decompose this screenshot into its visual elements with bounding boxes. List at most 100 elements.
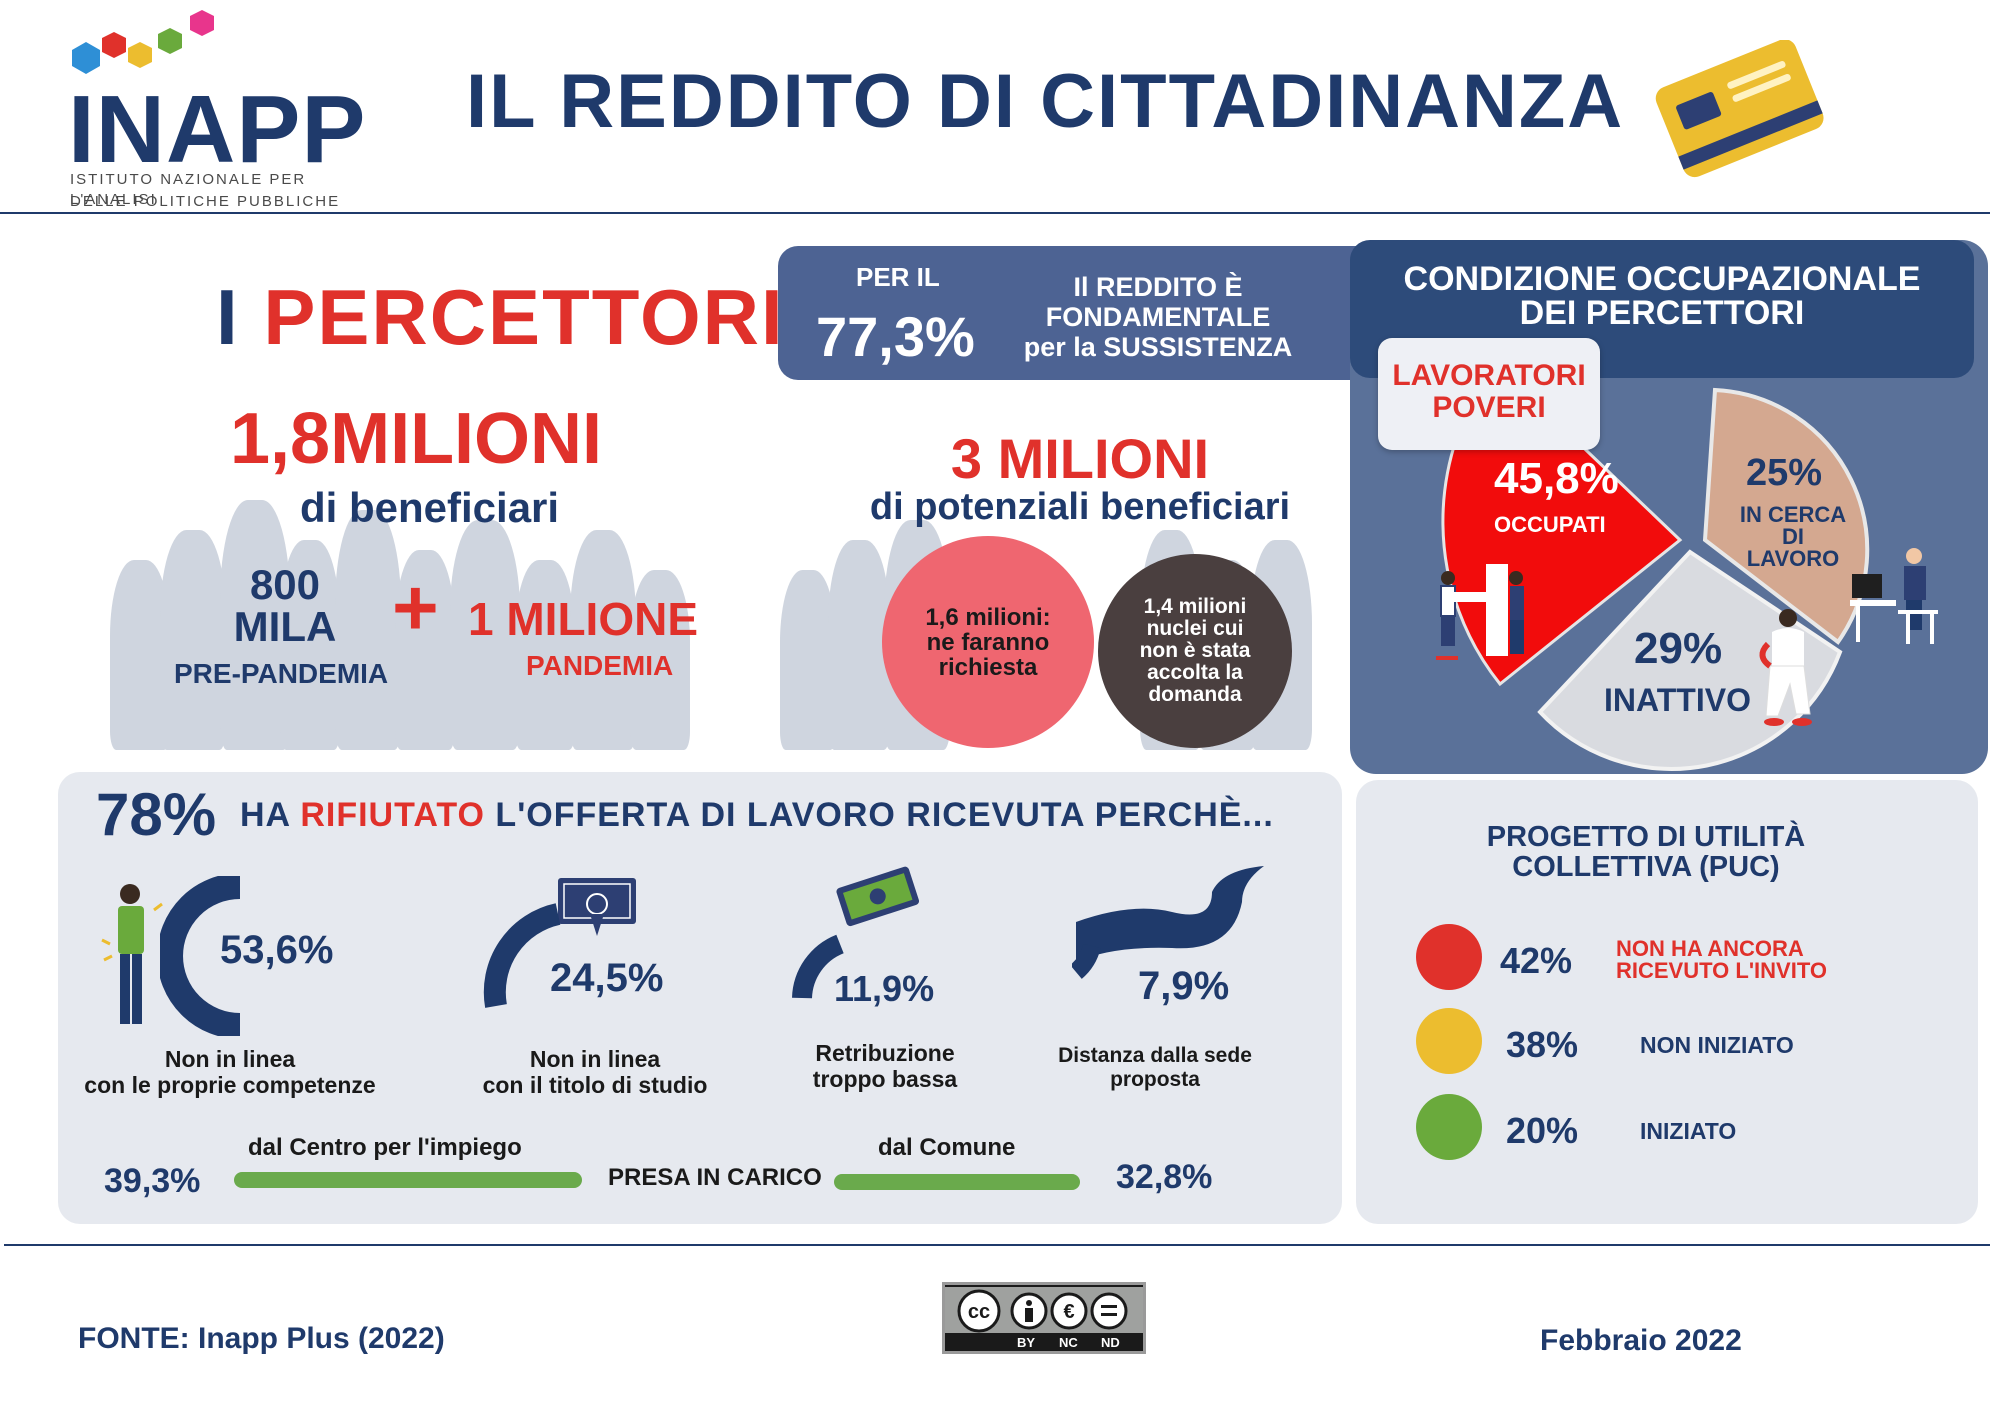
beneficiari-total: 1,8MILIONI: [230, 399, 603, 479]
puc-label-3: INIZIATO: [1640, 1118, 1737, 1144]
puc-title: PROGETTO DI UTILITÀ COLLETTIVA (PUC): [1356, 822, 1936, 882]
puc-label-1b: RICEVUTO L'INVITO: [1616, 958, 1827, 983]
occupati-label: OCCUPATI: [1494, 512, 1606, 537]
puc-dot-green: [1416, 1094, 1482, 1160]
potenziali-total: 3 MILIONI: [950, 427, 1210, 490]
puc-label-2: NON INIZIATO: [1640, 1032, 1794, 1058]
logo: INAPP ISTITUTO NAZIONALE PER L'ANALISI D…: [62, 8, 382, 210]
inattivo-value: 29%: [1634, 624, 1723, 673]
reason3-arc: [792, 934, 845, 999]
page-title: IL REDDITO DI CITTADINANZA: [466, 59, 1625, 144]
logo-cubes-icon: [72, 10, 214, 74]
cc-license-badge[interactable]: cc € BY NC ND: [942, 1282, 1146, 1354]
puc-label-1: NON HA ANCORA RICEVUTO L'INVITO: [1616, 938, 1827, 982]
sussistenza-value: 77,3%: [816, 305, 975, 368]
percettori-heading: I PERCETTORI: [216, 272, 785, 363]
cerca-value: 25%: [1746, 452, 1823, 494]
pie-slice-inattivo: [1537, 549, 1843, 771]
rifiuto-text-post: L'OFFERTA DI LAVORO RICEVUTA PERCHÈ...: [495, 796, 1274, 834]
sussistenza-text: Il REDDITO È FONDAMENTALE per la SUSSIST…: [1008, 272, 1308, 362]
reason2-value: 24,5%: [550, 956, 664, 1000]
reason4-line2: proposta: [1110, 1068, 1200, 1091]
header-divider: [0, 212, 1990, 214]
puc-value-3: 20%: [1506, 1110, 1579, 1151]
credit-card-icon: [1655, 40, 1824, 178]
job-seeker-illustration-icon: [1850, 548, 1938, 644]
circle2-line2: nuclei cui: [1146, 617, 1244, 640]
pre-pandemia-label: PRE-PANDEMIA: [174, 658, 389, 689]
sussistenza-text-2: FONDAMENTALE: [1045, 302, 1271, 332]
rifiuto-panel: [58, 772, 1342, 1224]
reason4-label: Distanza dalla sede proposta: [1030, 1044, 1280, 1092]
heading-bar: I: [216, 273, 240, 361]
comune-bar: [834, 1174, 1080, 1190]
circle1-line3: richiesta: [938, 653, 1038, 681]
pre-value-line2: MILA: [233, 603, 337, 650]
diploma-icon: [558, 878, 636, 936]
puc-dot-yellow: [1416, 1008, 1482, 1074]
condizione-title: CONDIZIONE OCCUPAZIONALE DEI PERCETTORI: [1350, 262, 1974, 330]
reason2-arc: [483, 903, 561, 1008]
footer-divider: [4, 1244, 1990, 1246]
reason4-value: 7,9%: [1138, 964, 1230, 1008]
cerca-label-3: LAVORO: [1746, 546, 1840, 571]
circle2-line5: domanda: [1148, 683, 1242, 706]
centro-value: 39,3%: [104, 1162, 201, 1200]
crowd-silhouette-left: [110, 500, 730, 750]
svg-text:cc: cc: [968, 1301, 990, 1323]
lavoratori-poveri-badge: LAVORATORI POVERI: [1378, 338, 1600, 450]
pandemia-value: 1 MILIONE: [468, 593, 699, 645]
fonte-text: FONTE: Inapp Plus (2022): [78, 1322, 445, 1355]
presa-label: PRESA IN CARICO: [608, 1164, 822, 1191]
svg-text:€: €: [1063, 1301, 1074, 1323]
reason2-label: Non in linea con il titolo di studio: [440, 1046, 750, 1098]
reason1-line1: Non in linea: [164, 1046, 296, 1072]
circle1-line1: 1,6 milioni:: [925, 603, 1051, 631]
occupati-value: 45,8%: [1494, 454, 1619, 503]
badge-line1: LAVORATORI: [1392, 359, 1586, 392]
reason2-line1: Non in linea: [529, 1046, 661, 1072]
condizione-title-box: CONDIZIONE OCCUPAZIONALE DEI PERCETTORI: [1350, 240, 1974, 378]
condizione-title-2: DEI PERCETTORI: [1519, 294, 1805, 332]
sussistenza-text-1: Il REDDITO È: [1073, 272, 1243, 302]
circle-richiesta: 1,6 milioni: ne faranno richiesta: [882, 536, 1094, 748]
potenziali-subtitle: di potenziali beneficiari: [869, 486, 1291, 528]
circle-non-accolta: 1,4 milioni nuclei cui non è stata accol…: [1098, 554, 1292, 748]
date-text: Febbraio 2022: [1540, 1324, 1742, 1357]
logo-wordmark: INAPP: [68, 76, 367, 183]
road-distance-icon: [1072, 866, 1264, 979]
badge-line2: POVERI: [1432, 391, 1546, 424]
rifiuto-headline: HA RIFIUTATO L'OFFERTA DI LAVORO RICEVUT…: [240, 796, 1274, 835]
rifiuto-text-red: RIFIUTATO: [300, 796, 485, 834]
circle1-line2: ne faranno: [926, 628, 1050, 656]
rifiuto-text-pre: HA: [240, 796, 290, 834]
reason4-line1: Distanza dalla sede: [1058, 1044, 1252, 1067]
reason1-label: Non in linea con le proprie competenze: [60, 1046, 400, 1098]
centro-label: dal Centro per l'impiego: [248, 1134, 522, 1161]
cc-nc: NC: [1059, 1335, 1078, 1350]
plus-sign: +: [392, 563, 439, 652]
sussistenza-text-3: per la SUSSISTENZA: [1023, 332, 1293, 362]
per-il-label: PER IL: [856, 262, 940, 292]
pre-pandemia-value: 800 MILA: [200, 564, 370, 648]
cc-by: BY: [1017, 1335, 1036, 1350]
beneficiari-subtitle: di beneficiari: [300, 484, 560, 531]
reason3-line2: troppo bassa: [812, 1066, 958, 1092]
pandemia-label: PANDEMIA: [526, 650, 674, 681]
condizione-pie-chart: [1441, 372, 1870, 771]
logo-subtitle-2: DELLE POLITICHE PUBBLICHE: [70, 193, 341, 210]
comune-value: 32,8%: [1116, 1158, 1213, 1196]
puc-value-2: 38%: [1506, 1024, 1579, 1065]
circle2-line1: 1,4 milioni: [1143, 595, 1247, 618]
cerca-label-1: IN CERCA: [1739, 502, 1847, 527]
rifiuto-value: 78%: [96, 781, 217, 848]
circle2-line4: accolta la: [1147, 661, 1243, 684]
sussistenza-box: PER IL 77,3% Il REDDITO È FONDAMENTALE p…: [778, 246, 1398, 380]
logo-subtitle-1: ISTITUTO NAZIONALE PER L'ANALISI: [70, 171, 307, 208]
centro-bar: [234, 1172, 582, 1188]
cc-license-icon: cc €: [945, 1287, 1143, 1333]
puc-value-1: 42%: [1500, 940, 1573, 981]
cc-nd: ND: [1101, 1335, 1120, 1350]
reason1-line2: con le proprie competenze: [84, 1072, 376, 1098]
workers-illustration-icon: [1436, 564, 1524, 660]
